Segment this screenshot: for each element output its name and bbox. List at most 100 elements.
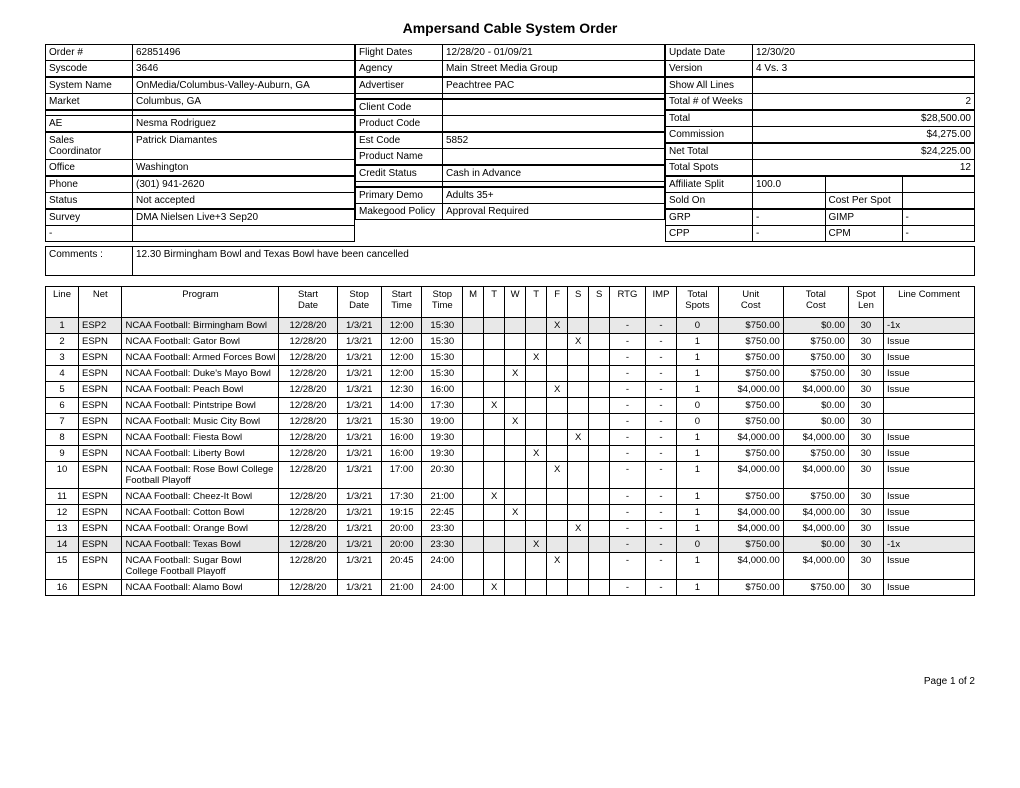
cell: [568, 446, 589, 462]
cell: [484, 553, 505, 580]
cell: 12/28/20: [279, 553, 337, 580]
cell: [547, 505, 568, 521]
cell: X: [526, 350, 547, 366]
cell: -: [645, 414, 677, 430]
cell: -: [645, 505, 677, 521]
cell: [505, 398, 526, 414]
cell: 1: [677, 462, 718, 489]
cell: X: [484, 580, 505, 596]
cell: 12/28/20: [279, 537, 337, 553]
cell: [589, 446, 610, 462]
table-row: 14ESPNNCAA Football: Texas Bowl12/28/201…: [46, 537, 975, 553]
cell: [463, 580, 484, 596]
cell: 12: [46, 505, 79, 521]
cell: X: [568, 521, 589, 537]
cell: -: [610, 414, 646, 430]
cell: -: [645, 430, 677, 446]
cell: $4,000.00: [718, 505, 783, 521]
cell: 12/28/20: [279, 382, 337, 398]
cell: $0.00: [783, 414, 848, 430]
header-field: Est Code5852: [355, 132, 665, 149]
comments-row: Comments : 12.30 Birmingham Bowl and Tex…: [45, 246, 975, 276]
cell: -: [645, 489, 677, 505]
table-row: 15ESPNNCAA Football: Sugar Bowl College …: [46, 553, 975, 580]
column-header: Net: [79, 287, 122, 318]
field-label: Total Spots: [666, 160, 753, 175]
header-field: Update Date12/30/20: [665, 44, 975, 61]
cell: -: [645, 334, 677, 350]
cell: [463, 398, 484, 414]
cell: 1/3/21: [337, 430, 381, 446]
field-value: Peachtree PAC: [443, 78, 664, 93]
cell: 30: [848, 553, 883, 580]
column-header: StopDate: [337, 287, 381, 318]
cell: [547, 398, 568, 414]
header-field: StatusNot accepted: [45, 192, 355, 209]
cell: $4,000.00: [718, 382, 783, 398]
cell: 12/28/20: [279, 414, 337, 430]
cell: 30: [848, 537, 883, 553]
header-section: Order #62851496Syscode3646System NameOnM…: [45, 44, 975, 242]
cell: [568, 505, 589, 521]
cell: 1: [677, 505, 718, 521]
field-label: GRP: [666, 210, 753, 225]
cell: -: [645, 580, 677, 596]
cell: $4,000.00: [718, 462, 783, 489]
cell: ESPN: [79, 382, 122, 398]
cell: ESPN: [79, 580, 122, 596]
cell: [526, 414, 547, 430]
cell: X: [526, 446, 547, 462]
cell: [883, 398, 974, 414]
column-header: S: [568, 287, 589, 318]
cell: 20:00: [381, 537, 422, 553]
field-value: [903, 193, 975, 208]
field-label: Agency: [356, 61, 443, 76]
cell: [568, 537, 589, 553]
cell: -: [610, 318, 646, 334]
field-value: OnMedia/Columbus-Valley-Auburn, GA: [133, 78, 354, 93]
cell: NCAA Football: Peach Bowl: [122, 382, 279, 398]
header-field: SurveyDMA Nielsen Live+3 Sep20: [45, 209, 355, 226]
field-label: [356, 94, 443, 98]
cell: 19:30: [422, 446, 463, 462]
field-value: -: [903, 210, 975, 225]
cell: 15: [46, 553, 79, 580]
table-row: 3ESPNNCAA Football: Armed Forces Bowl12/…: [46, 350, 975, 366]
field-label: Syscode: [46, 61, 133, 76]
cell: 1/3/21: [337, 318, 381, 334]
cell: [484, 446, 505, 462]
cell: [505, 580, 526, 596]
cell: 1: [677, 430, 718, 446]
cell: [505, 489, 526, 505]
field-value: Cash in Advance: [443, 166, 664, 181]
table-row: 1ESP2NCAA Football: Birmingham Bowl12/28…: [46, 318, 975, 334]
column-header: SpotLen: [848, 287, 883, 318]
cell: 30: [848, 446, 883, 462]
cell: [589, 553, 610, 580]
cell: 24:00: [422, 580, 463, 596]
cell: -: [610, 366, 646, 382]
cell: [526, 521, 547, 537]
cell: [463, 318, 484, 334]
field-label: Show All Lines: [666, 78, 753, 93]
field-value: [443, 100, 664, 115]
field-label: Credit Status: [356, 166, 443, 181]
cell: 30: [848, 334, 883, 350]
table-row: 13ESPNNCAA Football: Orange Bowl12/28/20…: [46, 521, 975, 537]
cell: 3: [46, 350, 79, 366]
cell: ESPN: [79, 537, 122, 553]
header-field: CPP-CPM-: [665, 225, 975, 242]
cell: 12/28/20: [279, 505, 337, 521]
field-label: Product Name: [356, 149, 443, 164]
column-header: StartTime: [381, 287, 422, 318]
header-field: Show All Lines: [665, 77, 975, 94]
header-field: Version4 Vs. 3: [665, 60, 975, 77]
field-value: Main Street Media Group: [443, 61, 664, 76]
cell: [463, 414, 484, 430]
field-label: Survey: [46, 210, 133, 225]
cell: [463, 382, 484, 398]
cell: NCAA Football: Liberty Bowl: [122, 446, 279, 462]
cell: $4,000.00: [718, 430, 783, 446]
cell: [547, 580, 568, 596]
cell: [526, 430, 547, 446]
